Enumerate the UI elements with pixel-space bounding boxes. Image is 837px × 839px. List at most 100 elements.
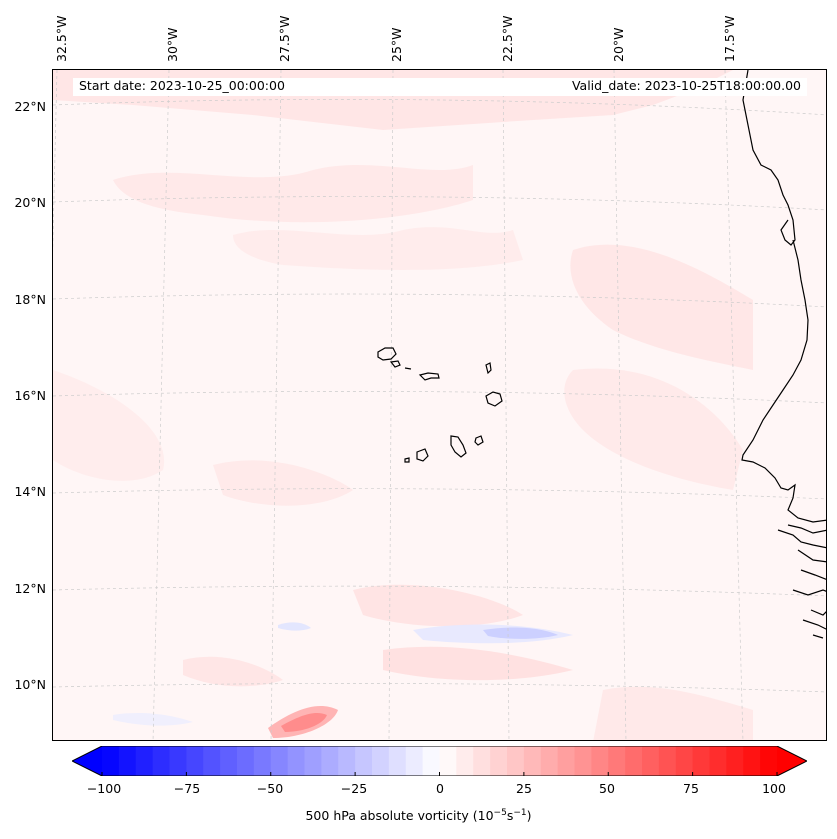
lat-label-18n: 18°N	[14, 292, 46, 307]
colorbar-segment	[220, 746, 238, 776]
start-date-label: Start date: 2023-10-25_00:00:00	[79, 78, 285, 93]
colorbar-max-extend	[777, 746, 807, 776]
colorbar	[72, 746, 807, 776]
colorbar-segment	[709, 746, 727, 776]
colorbar-segment	[237, 746, 255, 776]
lon-label-30w: 30°W	[165, 27, 180, 62]
positive-vorticity-patch	[213, 460, 353, 506]
colorbar-tick: 0	[436, 781, 444, 796]
lon-label-20w: 20°W	[611, 27, 626, 62]
colorbar-segment	[169, 746, 187, 776]
positive-vorticity-patch	[53, 370, 165, 481]
lon-label-22-5w: 22.5°W	[500, 15, 515, 62]
colorbar-tick: 50	[599, 781, 615, 796]
lat-label-10n: 10°N	[14, 677, 46, 692]
lon-label-17-5w: 17.5°W	[722, 15, 737, 62]
colorbar-segment	[557, 746, 575, 776]
island-fogo	[416, 448, 429, 462]
parallel-14n	[53, 488, 826, 500]
positive-vorticity-patch	[113, 165, 473, 223]
parallel-10n	[53, 683, 826, 693]
colorbar-segment	[388, 746, 407, 776]
colorbar-segment	[625, 746, 643, 776]
lon-label-27-5w: 27.5°W	[277, 15, 292, 62]
island-boa-vista	[485, 391, 503, 407]
lon-label-32-5w: 32.5°W	[54, 15, 69, 62]
colorbar-label-exponent: −5	[493, 808, 507, 818]
colorbar-label-text: 500 hPa absolute vorticity (10	[305, 808, 494, 824]
lat-label-14n: 14°N	[14, 484, 46, 499]
meridian-22-5w	[502, 70, 510, 740]
positive-vorticity-patch	[353, 584, 523, 627]
colorbar-segment	[405, 746, 424, 776]
meridian-20w	[613, 70, 627, 740]
positive-vorticity-patch	[383, 646, 573, 681]
island-sao-nicolau	[418, 372, 440, 381]
colorbar-segment	[490, 746, 508, 776]
colorbar-segment	[152, 746, 170, 776]
colorbar-tick: −100	[86, 781, 122, 796]
graticule	[53, 70, 826, 740]
colorbar-segment	[118, 746, 137, 776]
colorbar-segment	[253, 746, 272, 776]
colorbar-segment	[473, 746, 491, 776]
colorbar-segment	[270, 746, 289, 776]
negative-vorticity-patch	[113, 712, 193, 726]
lon-label-25w: 25°W	[389, 27, 404, 62]
colorbar-segment	[608, 746, 626, 776]
parallel-22n	[53, 99, 826, 116]
colorbar-tick: 25	[516, 781, 532, 796]
colorbar-tick: 100	[762, 781, 786, 796]
colorbar-segment	[743, 746, 761, 776]
colorbar-segment	[102, 746, 120, 776]
positive-vorticity-patch	[233, 227, 523, 270]
colorbar-segment	[135, 746, 154, 776]
colorbar-segment	[321, 746, 339, 776]
colorbar-tick: −25	[340, 781, 368, 796]
colorbar-segment	[523, 746, 542, 776]
parallel-12n	[53, 585, 826, 597]
vorticity-field	[53, 70, 753, 740]
colorbar-segment	[372, 746, 390, 776]
colorbar-segment	[456, 746, 474, 776]
lat-label-16n: 16°N	[14, 388, 46, 403]
positive-vorticity-patch	[564, 368, 743, 490]
colorbar-segment	[338, 746, 356, 776]
colorbar-segment	[507, 746, 525, 776]
meridian-30w	[152, 70, 170, 740]
parallel-18n	[53, 293, 826, 308]
negative-vorticity-patch	[483, 627, 558, 639]
colorbar-tick: −75	[173, 781, 201, 796]
meridian-17-5w	[724, 70, 744, 740]
island-santa-luzia	[404, 367, 412, 370]
colorbar-label-close: )	[526, 808, 532, 824]
colorbar-segment	[287, 746, 305, 776]
island-sal	[485, 362, 492, 375]
map-canvas	[53, 70, 826, 740]
colorbar-segment	[540, 746, 559, 776]
colorbar-label-exponent: −1	[513, 808, 527, 818]
parallel-16n	[53, 391, 826, 404]
lat-label-20n: 20°N	[14, 195, 46, 210]
colorbar-tick: −50	[256, 781, 284, 796]
vorticity-map	[52, 69, 827, 741]
colorbar-segment	[692, 746, 710, 776]
colorbar-segment	[760, 746, 778, 776]
island-brava	[404, 457, 410, 463]
colorbar-segment	[574, 746, 592, 776]
colorbar-segment	[355, 746, 373, 776]
colorbar-segment	[304, 746, 322, 776]
colorbar-segment	[203, 746, 221, 776]
colorbar-segment	[591, 746, 609, 776]
meridian-25w	[388, 70, 394, 740]
island-santiago	[450, 435, 467, 458]
africa-coastline	[741, 70, 826, 639]
colorbar-segment	[642, 746, 660, 776]
lat-label-22n: 22°N	[14, 99, 46, 114]
colorbar-segment	[658, 746, 677, 776]
coastlines	[377, 70, 826, 639]
colorbar-segment	[439, 746, 457, 776]
colorbar-segment	[186, 746, 204, 776]
colorbar-min-extend	[72, 746, 102, 776]
valid-date-label: Valid_date: 2023-10-25T18:00:00.00	[571, 78, 801, 93]
